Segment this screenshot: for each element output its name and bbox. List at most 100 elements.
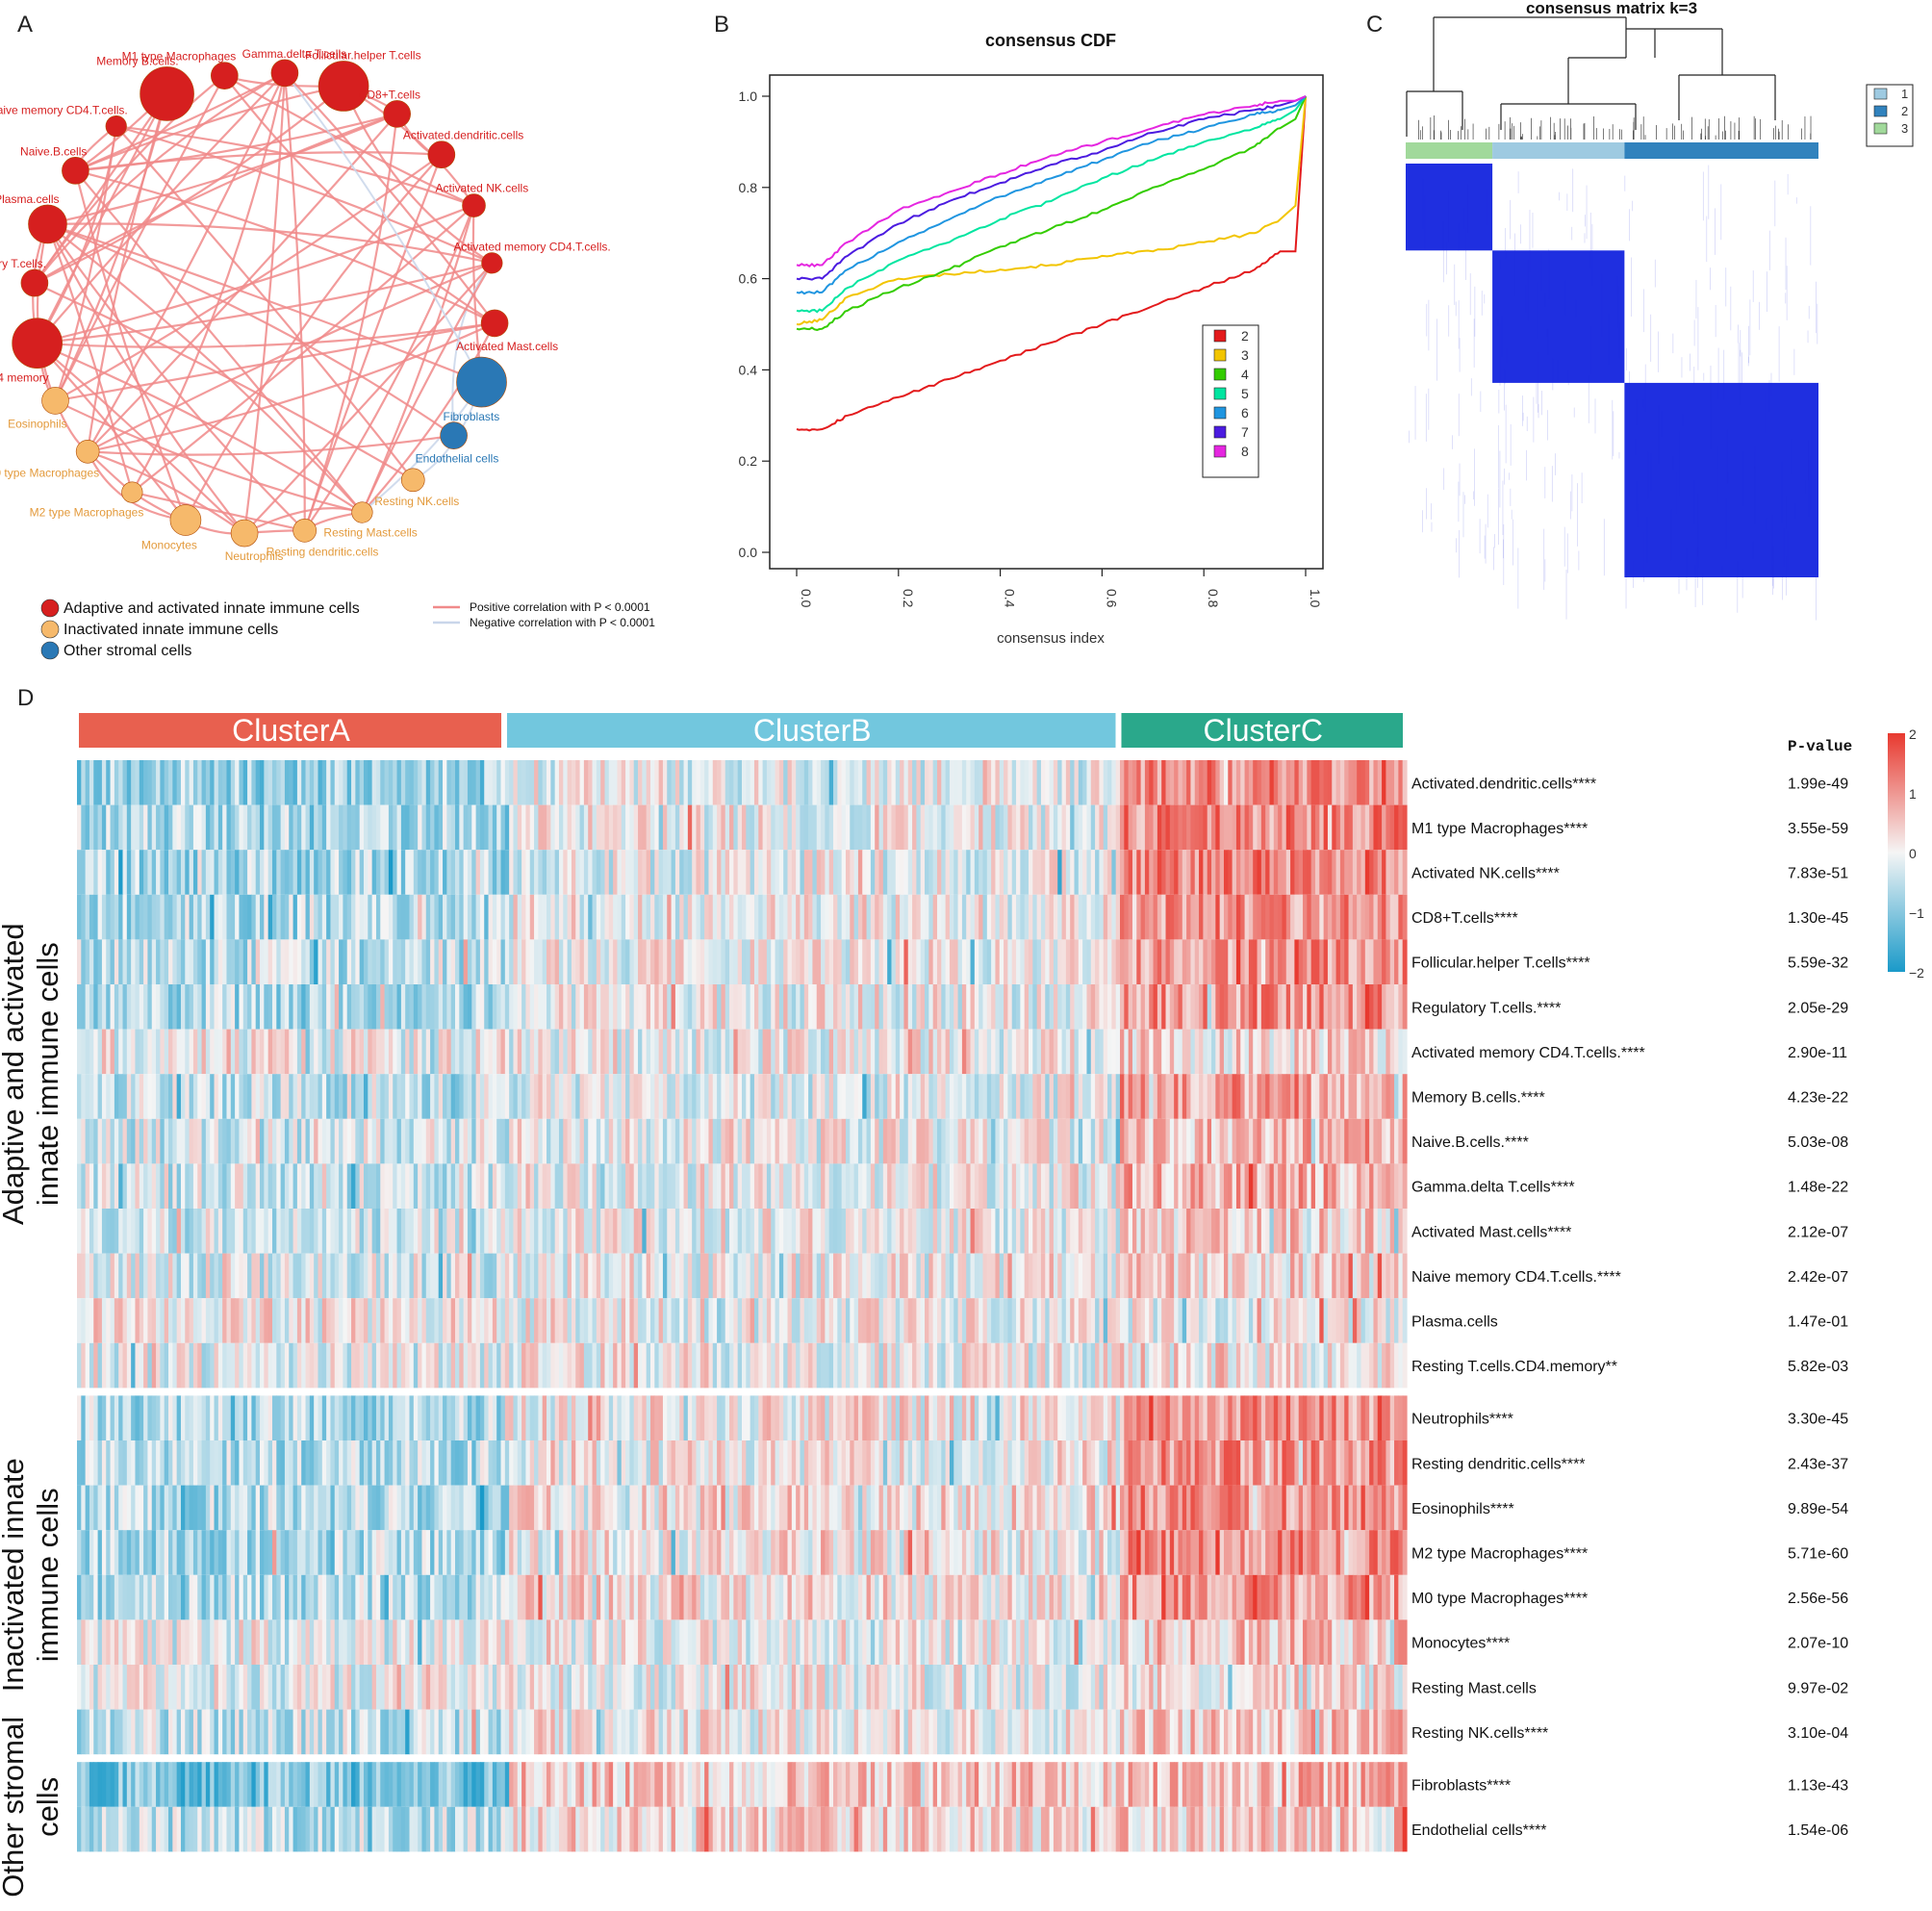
- heatmap-cell: [658, 1209, 664, 1254]
- heatmap-cell: [1040, 1118, 1046, 1164]
- heatmap-cell: [999, 760, 1004, 805]
- heatmap-cell: [1327, 939, 1333, 984]
- heatmap-cell: [1294, 1209, 1300, 1254]
- heatmap-cell: [446, 1163, 452, 1209]
- network-node: [211, 62, 239, 89]
- heatmap-cell: [292, 1163, 298, 1209]
- heatmap-cell: [816, 1029, 822, 1075]
- heatmap-cell: [147, 939, 153, 984]
- heatmap-cell: [1207, 1298, 1212, 1343]
- heatmap-cell: [936, 760, 942, 805]
- heatmap-cell: [778, 1342, 784, 1389]
- heatmap-cell: [346, 850, 352, 895]
- heatmap-cell: [812, 1342, 818, 1389]
- heatmap-cell: [1016, 850, 1021, 895]
- heatmap-cell: [1352, 804, 1358, 851]
- heatmap-cell: [1053, 1342, 1058, 1389]
- heatmap-cell: [1232, 1074, 1237, 1119]
- heatmap-cell: [388, 1163, 394, 1209]
- heatmap-cell: [1157, 939, 1162, 984]
- heatmap-cell: [613, 1298, 619, 1343]
- heatmap-cell: [1182, 1209, 1187, 1254]
- heatmap-cell: [371, 1342, 377, 1389]
- heatmap-cell: [301, 1298, 307, 1343]
- heatmap-cell: [110, 894, 115, 940]
- heatmap-cell: [1190, 1074, 1196, 1119]
- heatmap-cell: [118, 939, 124, 984]
- heatmap-cell: [613, 1342, 619, 1389]
- heatmap-cell: [1219, 1298, 1225, 1343]
- matrix-noise: [1533, 396, 1535, 443]
- heatmap-cell: [164, 1298, 169, 1343]
- heatmap-cell: [525, 1209, 531, 1254]
- heatmap-cell: [271, 1118, 277, 1164]
- heatmap-cell: [746, 1029, 751, 1075]
- heatmap-cell: [305, 939, 311, 984]
- heatmap-cell: [371, 939, 377, 984]
- heatmap-cell: [600, 1074, 606, 1119]
- heatmap-cell: [1310, 804, 1316, 851]
- heatmap-cell: [455, 804, 460, 851]
- heatmap-cell: [746, 804, 751, 851]
- heatmap-cell: [438, 894, 444, 940]
- heatmap-cell: [1348, 1209, 1354, 1254]
- heatmap-cell: [1061, 850, 1067, 895]
- cdf-line-3: [796, 95, 1307, 326]
- heatmap-cell: [351, 1074, 356, 1119]
- heatmap-cell: [633, 1163, 639, 1209]
- heatmap-cell: [621, 894, 626, 940]
- heatmap-cell: [301, 1074, 307, 1119]
- heatmap-cell: [787, 1342, 793, 1389]
- heatmap-cell: [733, 984, 739, 1030]
- heatmap-cell: [1099, 1253, 1105, 1299]
- heatmap-cell: [1385, 984, 1391, 1030]
- heatmap-cell: [982, 804, 988, 851]
- heatmap-cell: [1115, 1118, 1121, 1164]
- heatmap-cell: [850, 939, 855, 984]
- heatmap-cell: [762, 1209, 768, 1254]
- heatmap-cell: [1278, 984, 1284, 1030]
- heatmap-cell: [787, 1253, 793, 1299]
- matrix-noise: [1710, 268, 1711, 291]
- heatmap-cell: [816, 1163, 822, 1209]
- heatmap-cell: [696, 804, 701, 851]
- heatmap-cell: [870, 1163, 876, 1209]
- heatmap-cell: [783, 1029, 789, 1075]
- heatmap-cell: [496, 1163, 502, 1209]
- heatmap-cell: [932, 1074, 938, 1119]
- heatmap-cell: [742, 939, 747, 984]
- heatmap-cell: [326, 939, 332, 984]
- heatmap-cell: [1364, 894, 1370, 940]
- node-label: Plasma.cells: [0, 192, 59, 206]
- heatmap-cell: [326, 760, 332, 805]
- heatmap-cell: [413, 1298, 419, 1343]
- heatmap-cell: [85, 850, 90, 895]
- heatmap-cell: [77, 850, 82, 895]
- heatmap-cell: [567, 1342, 572, 1389]
- heatmap-cell: [210, 850, 216, 895]
- heatmap-cell: [1020, 1342, 1026, 1389]
- heatmap-cell: [613, 1029, 619, 1075]
- heatmap-cell: [1285, 1118, 1291, 1164]
- heatmap-cell: [1307, 760, 1312, 805]
- heatmap-cell: [721, 1074, 726, 1119]
- heatmap-cell: [588, 1163, 594, 1209]
- heatmap-cell: [1144, 1298, 1150, 1343]
- heatmap-cell: [388, 850, 394, 895]
- heatmap-cell: [1323, 760, 1329, 805]
- heatmap-cell: [339, 1253, 343, 1299]
- heatmap-cell: [1020, 1029, 1026, 1075]
- heatmap-cell: [430, 1163, 436, 1209]
- heatmap-cell: [654, 850, 660, 895]
- heatmap-cell: [500, 939, 506, 984]
- heatmap-cell: [1253, 984, 1258, 1030]
- heatmap-cell: [783, 1342, 789, 1389]
- heatmap-cell: [762, 939, 768, 984]
- heatmap-cell: [1278, 1298, 1284, 1343]
- heatmap-cell: [1095, 984, 1101, 1030]
- heatmap-cell: [160, 850, 165, 895]
- heatmap-cell: [529, 1298, 535, 1343]
- heatmap-cell: [1194, 1118, 1200, 1164]
- heatmap-cell: [912, 1298, 917, 1343]
- heatmap-cell: [106, 894, 112, 940]
